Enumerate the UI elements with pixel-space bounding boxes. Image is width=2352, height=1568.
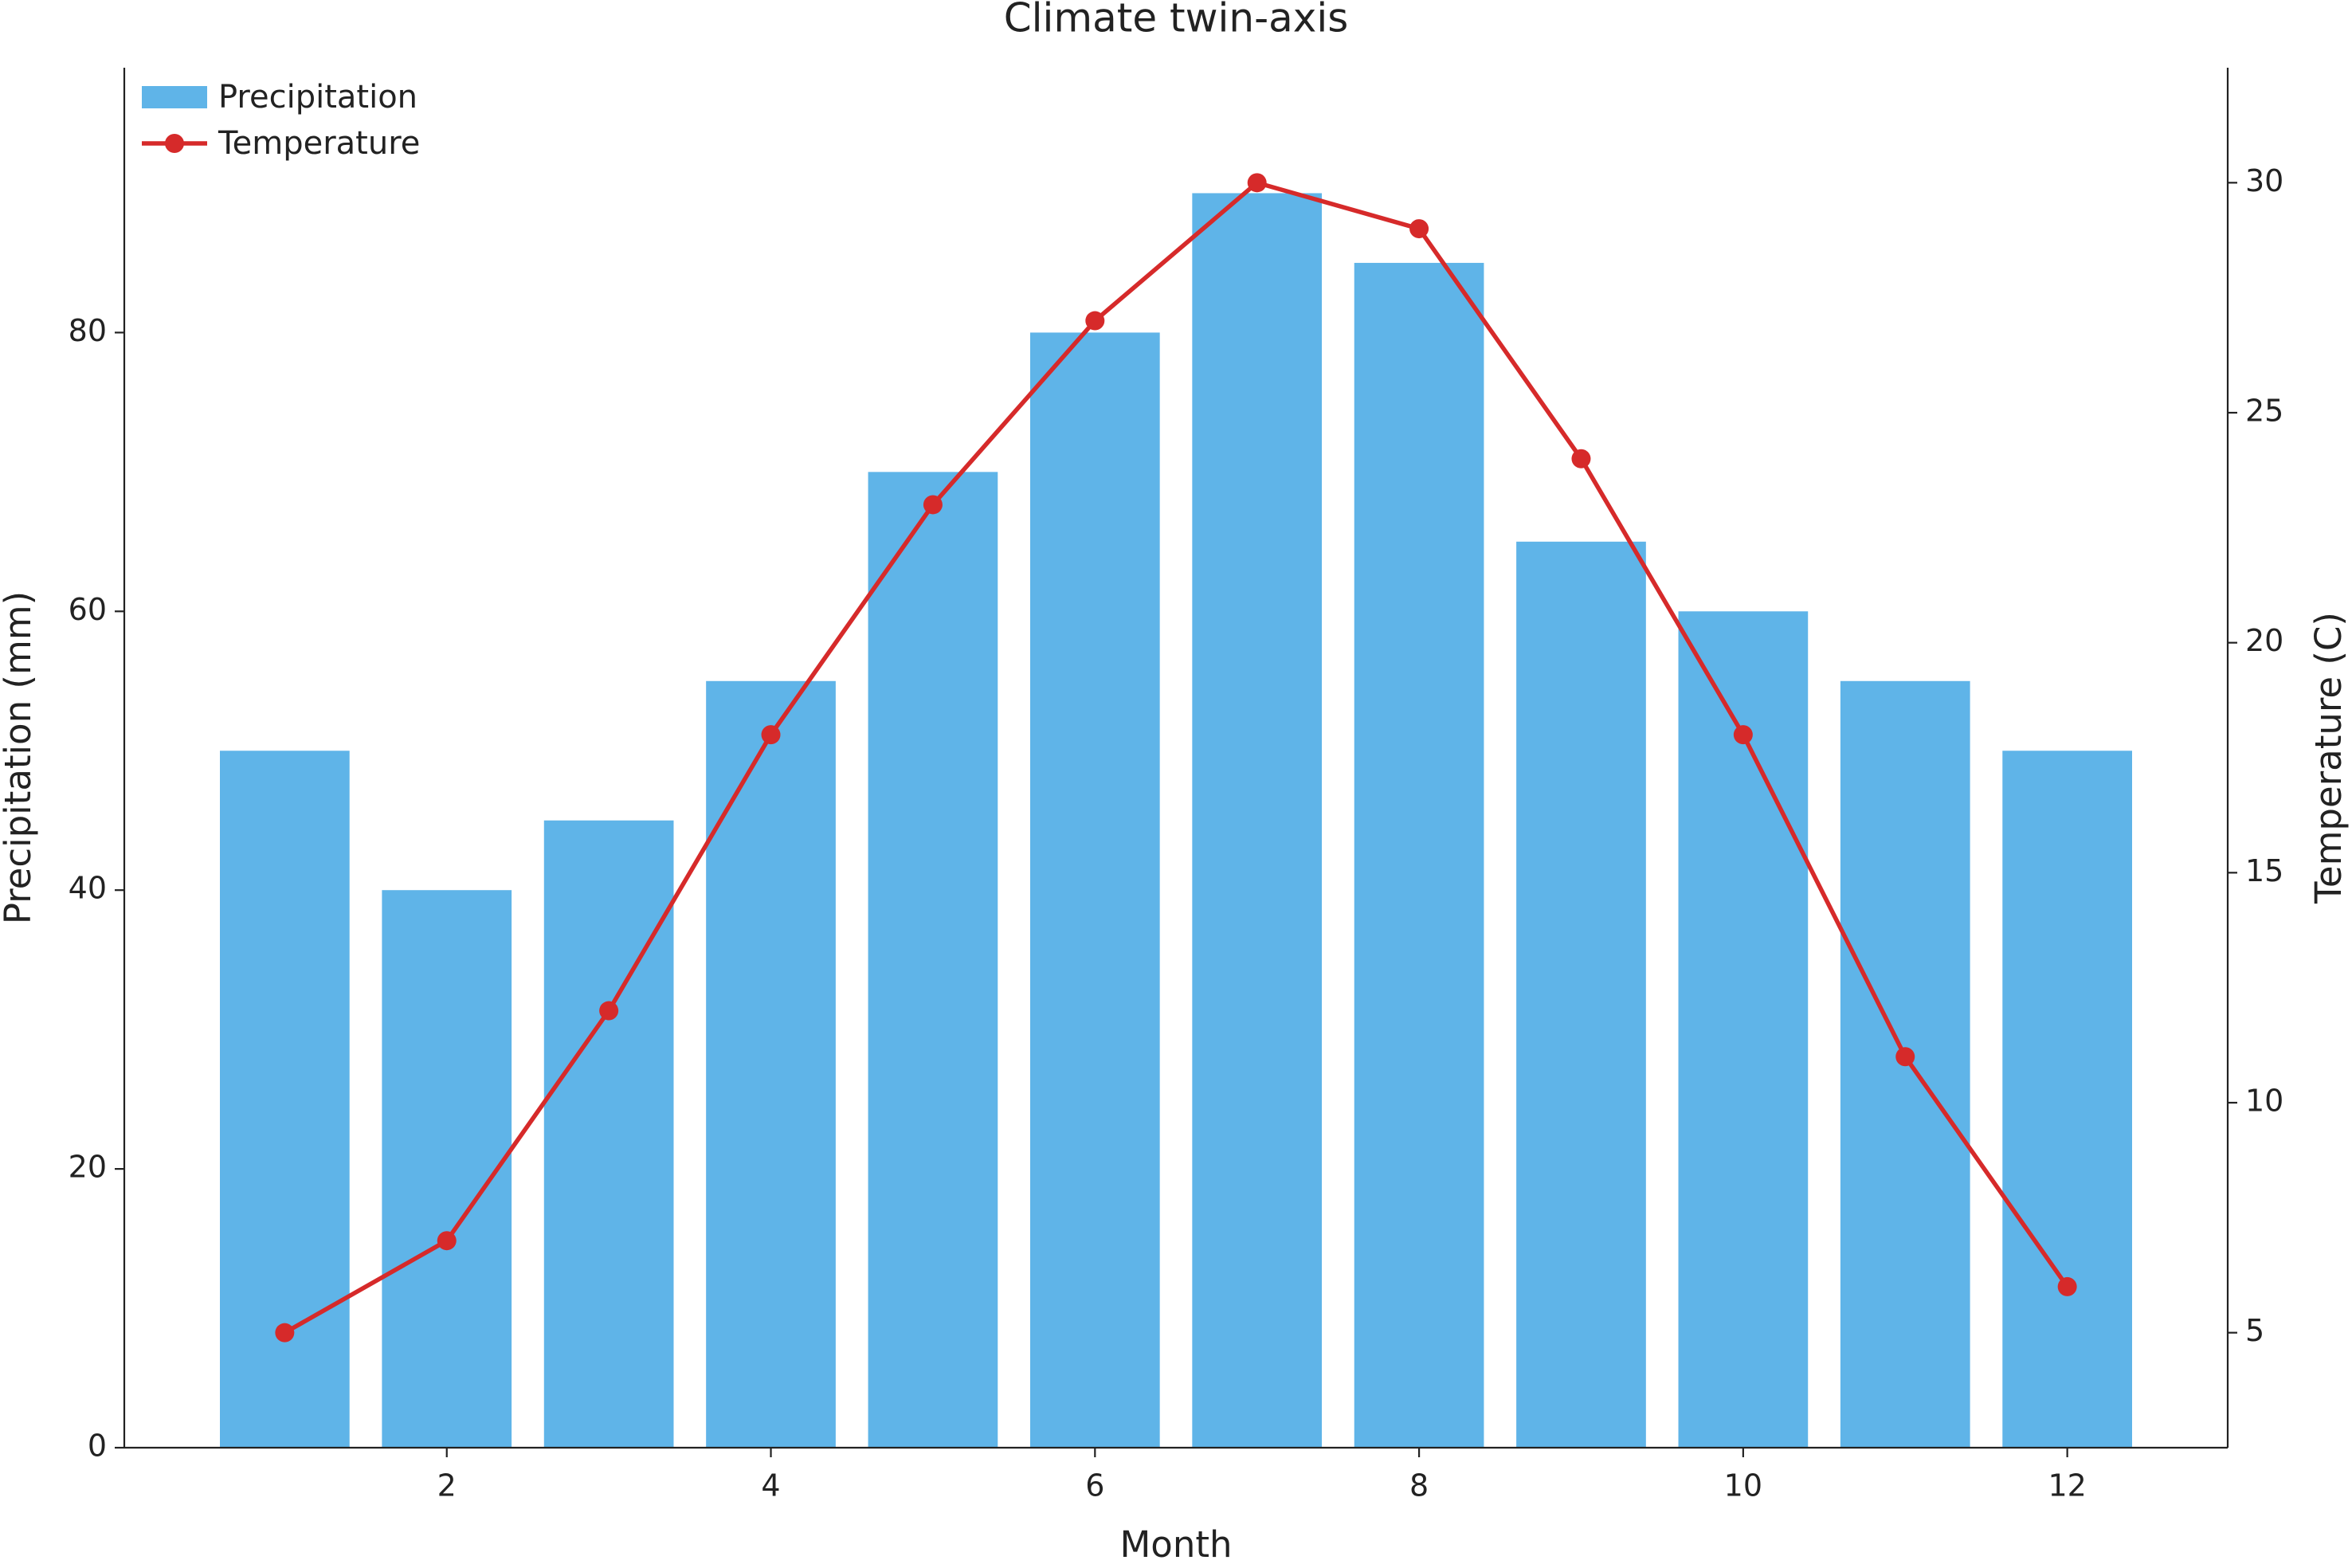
legend-label: Temperature <box>218 125 420 162</box>
bar <box>382 890 512 1448</box>
x-tick-label: 6 <box>1085 1468 1104 1503</box>
legend-label: Precipitation <box>218 79 417 116</box>
marker <box>2057 1276 2077 1296</box>
y2-tick-label: 25 <box>2245 394 2283 429</box>
chart-title: Climate twin-axis <box>1004 0 1349 41</box>
marker <box>1085 311 1105 331</box>
marker <box>1571 449 1591 468</box>
bar <box>543 820 674 1448</box>
marker <box>437 1231 457 1251</box>
y2-tick-label: 20 <box>2245 623 2283 658</box>
marker <box>923 495 943 515</box>
marker <box>761 725 781 745</box>
x-tick-label: 10 <box>1724 1468 1762 1503</box>
bar <box>1029 332 1160 1448</box>
marker <box>599 1001 619 1021</box>
marker <box>275 1323 295 1343</box>
marker <box>1895 1047 1915 1067</box>
bar <box>1516 541 1646 1448</box>
y2-tick-label: 15 <box>2245 853 2283 888</box>
bar <box>220 751 350 1448</box>
marker <box>1409 219 1429 239</box>
bar <box>706 680 836 1448</box>
marker <box>1247 173 1267 193</box>
y-tick-label: 20 <box>69 1150 107 1185</box>
bar <box>2002 751 2132 1448</box>
bar <box>1678 611 1809 1448</box>
legend-swatch <box>165 134 184 153</box>
y-tick-label: 40 <box>69 871 107 906</box>
y2-tick-label: 10 <box>2245 1084 2283 1119</box>
x-tick-label: 4 <box>761 1468 780 1503</box>
y-tick-label: 0 <box>88 1429 107 1464</box>
line <box>283 180 2069 1335</box>
y-tick-label: 80 <box>69 313 107 348</box>
bar <box>1354 262 1484 1448</box>
x-tick-label: 12 <box>2048 1468 2086 1503</box>
marker <box>1733 725 1753 745</box>
x-tick-label: 2 <box>437 1468 457 1503</box>
y-tick-label: 60 <box>69 592 107 627</box>
bar <box>868 472 998 1448</box>
x-tick-label: 8 <box>1409 1468 1429 1503</box>
x-axis-label: Month <box>1119 1523 1232 1566</box>
bar <box>1192 193 1323 1448</box>
legend-swatch <box>142 86 207 108</box>
y2-tick-label: 5 <box>2245 1313 2264 1348</box>
y-axis-label: Precipitation (mm) <box>0 591 39 924</box>
y2-tick-label: 30 <box>2245 163 2283 198</box>
y2-axis-label: Temperature (C) <box>2307 612 2350 904</box>
